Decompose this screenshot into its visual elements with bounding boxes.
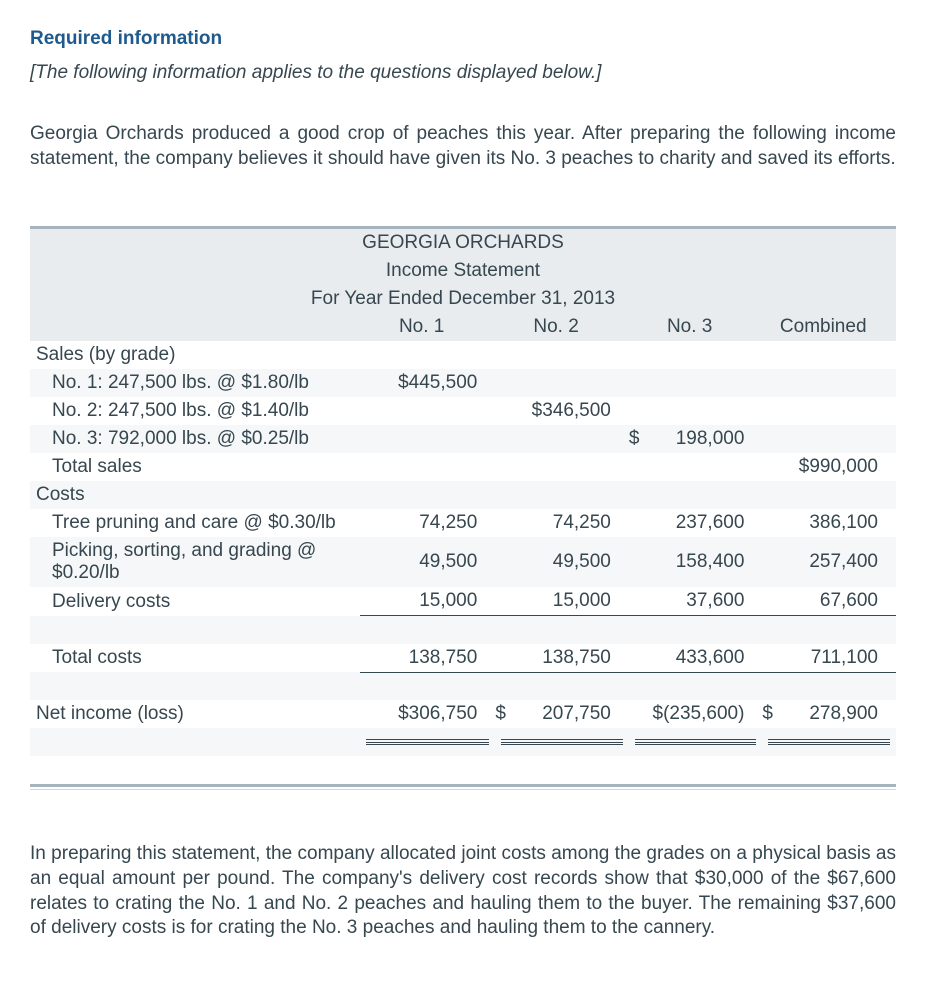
total-costs-v1: 138,750 — [360, 644, 495, 673]
footer-paragraph: In preparing this statement, the company… — [30, 842, 896, 941]
income-statement: GEORGIA ORCHARDS Income Statement For Ye… — [30, 226, 896, 787]
blank-cell — [30, 313, 360, 341]
sales-row-3-v3: 198,000 — [643, 425, 763, 453]
total-costs-v3: 433,600 — [629, 644, 763, 673]
total-costs-v4: 711,100 — [762, 644, 896, 673]
col-no1: No. 1 — [360, 313, 495, 341]
costs-heading: Costs — [30, 481, 360, 509]
sales-heading: Sales (by grade) — [30, 341, 360, 369]
net-income-v2-prefix: $ — [495, 700, 509, 728]
total-costs-v2: 138,750 — [495, 644, 629, 673]
total-costs-label: Total costs — [30, 644, 360, 673]
required-heading: Required information — [30, 28, 896, 50]
cost-row-1-v2: 74,250 — [495, 509, 629, 537]
sales-row-1-v1: $445,500 — [360, 369, 495, 397]
cost-row-2-v4: 257,400 — [762, 537, 896, 587]
sales-row-3-prefix: $ — [629, 425, 643, 453]
statement-period: For Year Ended December 31, 2013 — [30, 285, 896, 313]
statement-table: GEORGIA ORCHARDS Income Statement For Ye… — [30, 229, 896, 784]
cost-row-1-label: Tree pruning and care @ $0.30/lb — [30, 509, 360, 537]
sales-row-2-label: No. 2: 247,500 lbs. @ $1.40/lb — [30, 397, 360, 425]
col-no3: No. 3 — [629, 313, 763, 341]
cost-row-3-v3: 37,600 — [629, 587, 763, 616]
statement-title: Income Statement — [30, 257, 896, 285]
cost-row-2-v1: 49,500 — [360, 537, 495, 587]
net-income-v1: $306,750 — [360, 700, 495, 728]
cost-row-1-v3: 237,600 — [629, 509, 763, 537]
total-sales-label: Total sales — [30, 453, 360, 481]
cost-row-3-v4: 67,600 — [762, 587, 896, 616]
col-no2: No. 2 — [495, 313, 629, 341]
total-sales-value: $990,000 — [762, 453, 896, 481]
cost-row-2-v2: 49,500 — [495, 537, 629, 587]
problem-description: Georgia Orchards produced a good crop of… — [30, 122, 896, 171]
net-income-v4: 278,900 — [776, 700, 896, 728]
sales-row-3-label: No. 3: 792,000 lbs. @ $0.25/lb — [30, 425, 360, 453]
cost-row-1-v1: 74,250 — [360, 509, 495, 537]
company-name: GEORGIA ORCHARDS — [30, 229, 896, 257]
cost-row-3-label: Delivery costs — [30, 587, 360, 616]
cost-row-3-v2: 15,000 — [495, 587, 629, 616]
cost-row-3-v1: 15,000 — [360, 587, 495, 616]
sales-row-1-label: No. 1: 247,500 lbs. @ $1.80/lb — [30, 369, 360, 397]
cost-row-2-v3: 158,400 — [629, 537, 763, 587]
net-income-v4-prefix: $ — [762, 700, 776, 728]
sales-row-2-v2: $346,500 — [495, 397, 629, 425]
col-combined: Combined — [762, 313, 896, 341]
italic-note: [The following information applies to th… — [30, 62, 896, 84]
net-income-label: Net income (loss) — [30, 700, 360, 728]
cost-row-2-label: Picking, sorting, and grading @ $0.20/lb — [30, 537, 360, 587]
net-income-v3: $(235,600) — [629, 700, 763, 728]
net-income-v2: 207,750 — [509, 700, 629, 728]
cost-row-1-v4: 386,100 — [762, 509, 896, 537]
